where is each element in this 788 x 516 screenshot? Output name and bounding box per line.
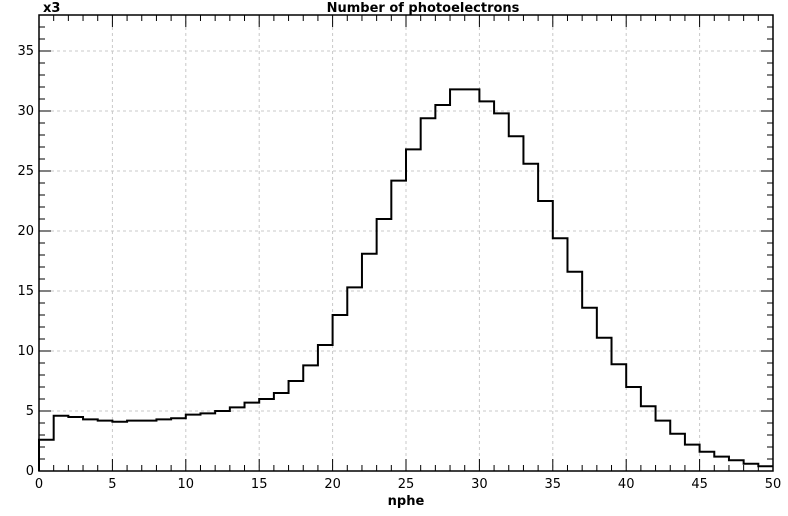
x-tick-label: 10 [178,477,195,492]
y-tick-label: 25 [17,164,34,179]
y-tick-label: 15 [17,284,34,299]
y-tick-label: 30 [17,104,34,119]
plot-frame [38,14,774,472]
histogram-line [38,88,773,471]
x-tick-label: 0 [35,477,43,492]
x-tick-label: 20 [324,477,341,492]
x-tick-label: 5 [108,477,116,492]
y-tick-label: 20 [17,224,34,239]
x-tick-label: 30 [471,477,488,492]
y-tick-label: 5 [26,404,34,419]
y-tick-label: 10 [17,344,34,359]
y-axis-multiplier: x3 [43,1,60,16]
y-tick-label: 0 [26,464,34,479]
x-tick-label: 35 [545,477,562,492]
grid [39,15,773,471]
x-tick-label: 50 [765,477,782,492]
x-tick-label: 45 [691,477,708,492]
x-tick-label: 25 [398,477,415,492]
y-tick-label: 35 [17,44,34,59]
tick-labels: 0 5 10 15 20 25 30 35 40 45 50 0 5 10 15 20 25 30 35 [17,44,781,492]
x-tick-label: 15 [251,477,268,492]
x-tick-label: 40 [618,477,635,492]
x-axis-title: nphe [388,494,425,509]
chart-title: Number of photoelectrons [327,1,520,16]
